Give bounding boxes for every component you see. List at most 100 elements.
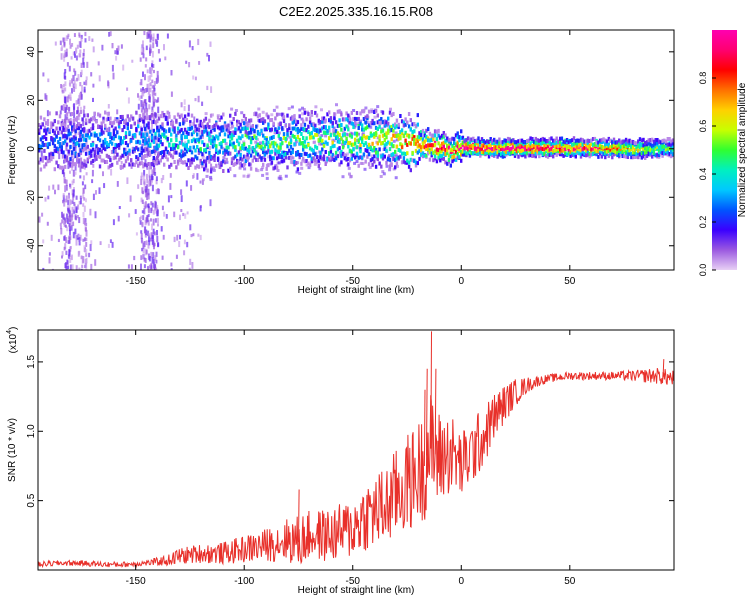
heat-cell (407, 141, 411, 145)
heat-cell (166, 157, 169, 162)
heat-cell (98, 132, 102, 137)
heat-cell (576, 149, 579, 154)
heat-cell (150, 135, 154, 140)
heat-cell (379, 175, 383, 178)
heat-cell (142, 164, 145, 169)
heat-cell (399, 134, 402, 139)
heat-cell (519, 152, 522, 157)
heat-cell (314, 152, 317, 157)
heat-cell (130, 124, 133, 129)
heat-cell (574, 144, 577, 149)
heat-cell (310, 159, 313, 164)
heat-cell (463, 139, 466, 144)
heat-cell (430, 147, 433, 152)
heat-cell (538, 151, 541, 155)
heat-cell (430, 143, 433, 148)
heat-cell (460, 152, 463, 157)
heat-cell (63, 88, 66, 94)
heat-cell (347, 162, 350, 167)
heat-cell (72, 231, 75, 239)
heat-cell (395, 124, 399, 129)
heat-cell (85, 147, 88, 155)
heat-cell (147, 230, 150, 237)
heat-cell (50, 154, 53, 159)
heat-cell (296, 127, 300, 131)
heat-cell (43, 128, 46, 133)
heat-cell (248, 145, 251, 150)
heat-cell (64, 118, 67, 123)
heat-cell (166, 33, 169, 39)
heat-cell (65, 185, 68, 191)
heat-cell (244, 155, 247, 159)
heat-cell (183, 152, 187, 157)
heat-cell (88, 155, 91, 160)
heat-cell (206, 52, 209, 57)
heat-cell (79, 110, 83, 114)
heat-cell (378, 147, 381, 152)
heat-cell (168, 114, 171, 119)
heat-cell (178, 114, 182, 119)
heat-cell (72, 118, 76, 123)
heat-cell (138, 153, 142, 157)
heat-cell (524, 140, 527, 144)
heat-cell (85, 76, 88, 81)
heat-cell (267, 148, 270, 153)
heat-cell (334, 129, 338, 134)
heat-cell (510, 139, 513, 144)
heat-cell (574, 148, 577, 153)
heat-cell (81, 164, 84, 169)
heat-cell (140, 179, 143, 186)
heat-cell (559, 142, 562, 147)
heat-cell (484, 147, 487, 152)
heat-cell (63, 37, 66, 42)
heat-cell (152, 170, 155, 175)
heat-cell (220, 128, 223, 133)
heat-cell (305, 159, 308, 163)
heat-cell (355, 131, 359, 136)
heat-cell (277, 125, 280, 130)
heat-cell (78, 100, 81, 107)
heat-cell (242, 174, 246, 178)
heat-cell (88, 118, 91, 123)
colorbar-tick-label: 0.4 (698, 168, 708, 181)
heat-cell (486, 150, 489, 155)
heat-cell (92, 163, 95, 168)
heat-cell (402, 123, 406, 128)
heat-cell (286, 144, 289, 149)
heat-cell (119, 136, 122, 141)
heat-cell (163, 162, 166, 167)
heat-cell (421, 141, 425, 146)
heat-cell (84, 184, 87, 190)
heat-cell (635, 141, 638, 146)
heat-cell (503, 144, 506, 149)
heat-cell (270, 156, 274, 161)
heat-cell (314, 158, 317, 163)
colorbar-tick-label: 0.0 (698, 264, 708, 277)
heat-cell (269, 150, 272, 155)
heat-cell (239, 136, 242, 141)
heat-cell (199, 135, 202, 140)
heat-cell (124, 159, 128, 164)
heat-cell (141, 238, 144, 244)
heat-cell (148, 30, 151, 37)
heat-cell (378, 124, 381, 129)
heat-cell (192, 145, 195, 150)
heat-cell (77, 138, 81, 143)
heat-cell (456, 147, 459, 151)
heat-cell (210, 86, 213, 93)
heat-cell (190, 113, 194, 118)
heat-cell (576, 144, 579, 149)
heat-cell (227, 123, 230, 128)
heat-cell (98, 148, 102, 152)
heat-cell (225, 160, 229, 164)
heat-cell (564, 143, 567, 148)
heat-cell (84, 146, 88, 151)
heat-cell (53, 148, 56, 153)
heat-cell (326, 128, 329, 133)
heat-cell (359, 147, 362, 152)
heat-cell (277, 145, 280, 150)
heat-cell (138, 118, 142, 123)
heat-cell (98, 113, 102, 118)
heat-cell (461, 152, 465, 157)
heat-cell (79, 148, 83, 153)
